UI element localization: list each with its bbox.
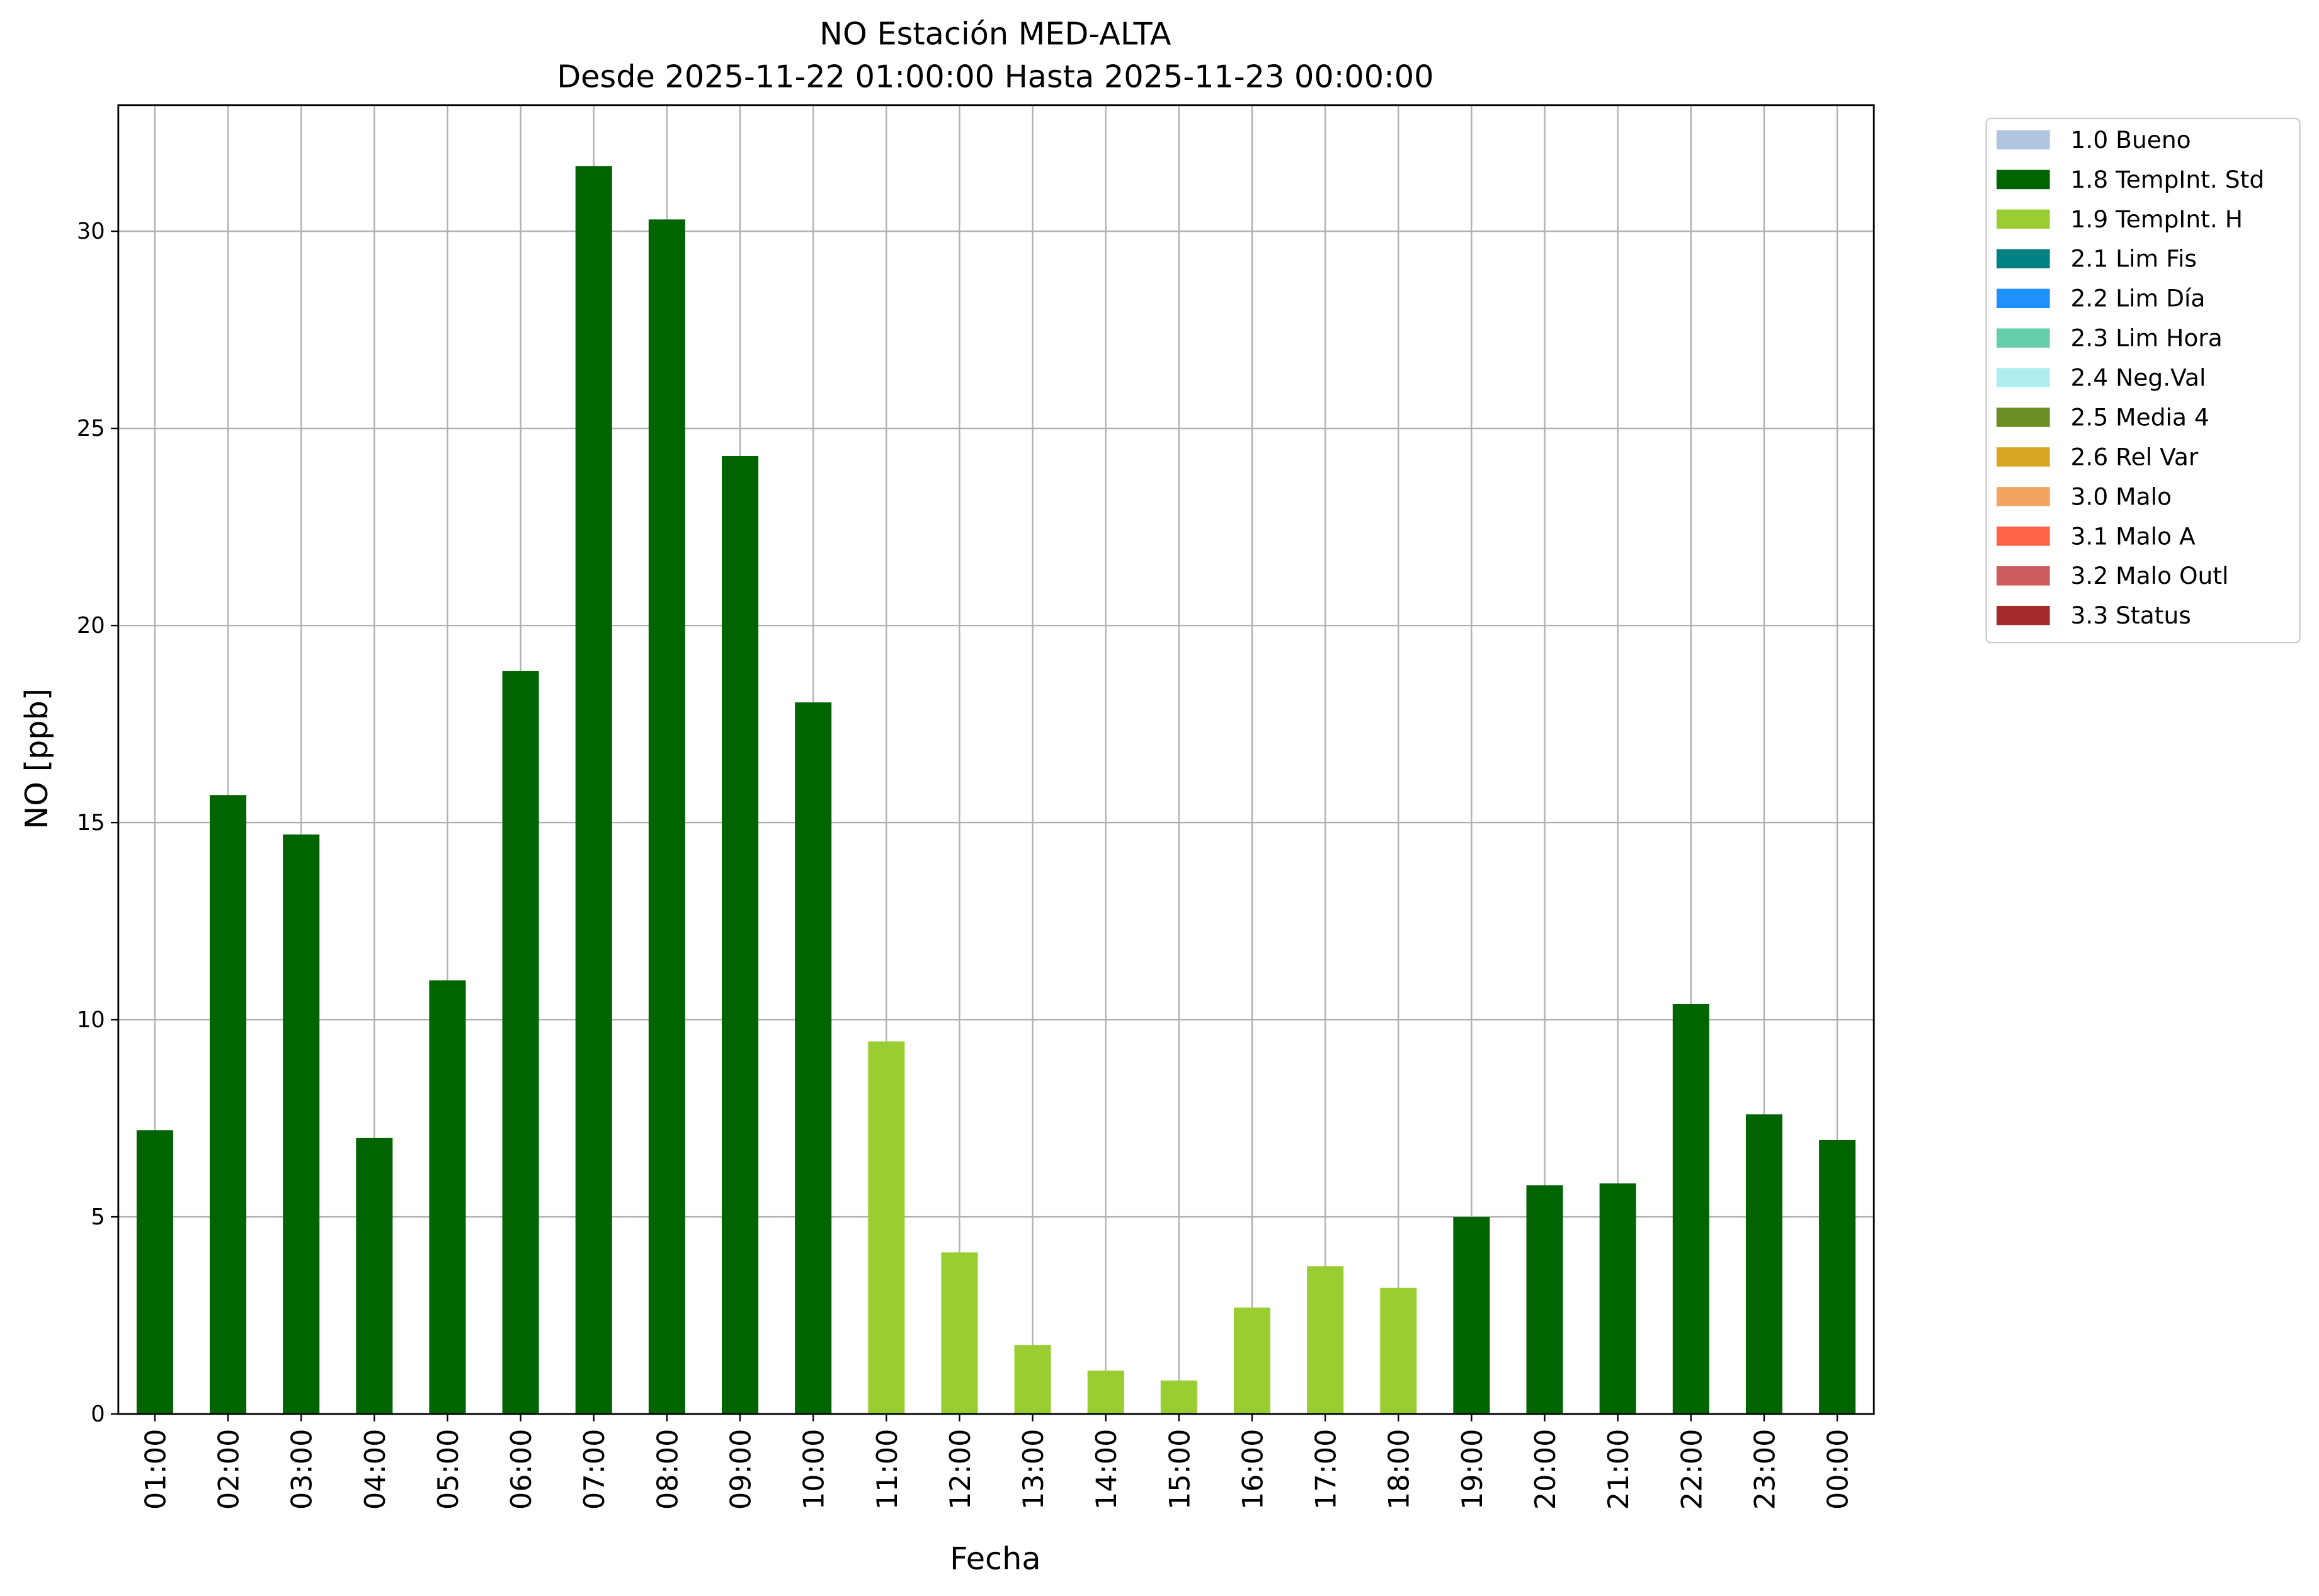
legend-label: 2.1 Lim Fis bbox=[2071, 245, 2197, 273]
x-tick-label: 18:00 bbox=[1383, 1429, 1416, 1510]
x-tick-label: 16:00 bbox=[1236, 1429, 1269, 1510]
bar bbox=[868, 1041, 905, 1415]
legend-label: 1.8 TempInt. Std bbox=[2071, 166, 2265, 193]
legend-label: 3.0 Malo bbox=[2071, 482, 2172, 510]
x-tick-label: 20:00 bbox=[1529, 1429, 1562, 1510]
legend-label: 3.2 Malo Outl bbox=[2071, 562, 2229, 590]
bar bbox=[283, 834, 320, 1415]
y-tick-label: 25 bbox=[77, 416, 105, 442]
bar bbox=[795, 702, 832, 1415]
bar bbox=[1087, 1371, 1124, 1415]
legend-swatch bbox=[1997, 527, 2050, 546]
bar bbox=[1233, 1308, 1271, 1415]
bar bbox=[429, 980, 466, 1415]
chart-title: NO Estación MED-ALTA bbox=[819, 16, 1171, 52]
y-tick-label: 10 bbox=[77, 1007, 105, 1033]
x-tick-label: 09:00 bbox=[724, 1429, 757, 1510]
legend-label: 3.3 Status bbox=[2071, 601, 2191, 629]
legend-label: 2.5 Media 4 bbox=[2071, 403, 2209, 431]
bar bbox=[1672, 1004, 1709, 1415]
x-tick-label: 07:00 bbox=[578, 1429, 611, 1510]
legend-label: 1.0 Bueno bbox=[2071, 126, 2191, 154]
x-tick-label: 23:00 bbox=[1748, 1429, 1781, 1510]
bar bbox=[1160, 1380, 1197, 1415]
legend-swatch bbox=[1997, 169, 2050, 190]
legend-swatch bbox=[1997, 566, 2050, 586]
y-tick-label: 0 bbox=[91, 1401, 105, 1427]
x-tick-label: 03:00 bbox=[286, 1429, 319, 1510]
legend-swatch bbox=[1997, 605, 2050, 625]
y-tick-label: 15 bbox=[77, 810, 105, 836]
plot-frame bbox=[117, 104, 1875, 1415]
x-axis-label: Fecha bbox=[950, 1541, 1041, 1577]
legend-swatch bbox=[1997, 328, 2050, 348]
x-tick-label: 00:00 bbox=[1822, 1429, 1855, 1510]
legend-swatch bbox=[1997, 209, 2050, 229]
bar bbox=[210, 795, 247, 1415]
legend-label: 2.3 Lim Hora bbox=[2071, 324, 2223, 352]
bar bbox=[502, 671, 539, 1415]
legend-label: 2.4 Neg.Val bbox=[2071, 364, 2206, 392]
bar bbox=[136, 1130, 173, 1415]
x-tick-label: 13:00 bbox=[1017, 1429, 1050, 1510]
chart-subtitle: Desde 2025-11-22 01:00:00 Hasta 2025-11-… bbox=[557, 59, 1433, 95]
legend-swatch bbox=[1997, 447, 2050, 467]
legend-label: 3.1 Malo A bbox=[2071, 522, 2196, 550]
legend-swatch bbox=[1997, 249, 2050, 269]
x-tick-label: 02:00 bbox=[213, 1429, 246, 1510]
y-tick-label: 5 bbox=[91, 1204, 105, 1230]
bar bbox=[941, 1252, 978, 1415]
bar bbox=[722, 455, 759, 1415]
x-tick-label: 01:00 bbox=[139, 1429, 172, 1510]
legend-label: 2.2 Lim Día bbox=[2071, 285, 2206, 312]
bar bbox=[1453, 1217, 1490, 1415]
legend-swatch bbox=[1997, 288, 2050, 309]
y-tick-label: 20 bbox=[77, 613, 105, 639]
legend-swatch bbox=[1997, 487, 2050, 506]
x-tick-label: 22:00 bbox=[1675, 1429, 1708, 1510]
x-tick-label: 11:00 bbox=[871, 1429, 904, 1510]
bar bbox=[1526, 1185, 1563, 1415]
bar bbox=[575, 166, 612, 1415]
legend-swatch bbox=[1997, 368, 2050, 387]
x-tick-label: 12:00 bbox=[944, 1429, 977, 1510]
y-axis-label: NO [ppb] bbox=[18, 688, 55, 829]
bar bbox=[1307, 1266, 1344, 1415]
bar bbox=[356, 1137, 393, 1415]
x-tick-label: 08:00 bbox=[651, 1429, 684, 1510]
bar bbox=[1745, 1114, 1783, 1415]
legend-box bbox=[1985, 117, 2301, 644]
legend-swatch bbox=[1997, 130, 2050, 150]
bar bbox=[1380, 1287, 1417, 1415]
y-tick-label: 30 bbox=[77, 219, 105, 244]
bar bbox=[648, 219, 685, 1415]
x-tick-label: 21:00 bbox=[1602, 1429, 1635, 1510]
x-tick-label: 19:00 bbox=[1456, 1429, 1489, 1510]
bar bbox=[1599, 1183, 1636, 1415]
x-tick-label: 05:00 bbox=[432, 1429, 465, 1510]
legend-label: 1.9 TempInt. H bbox=[2071, 205, 2243, 233]
x-tick-label: 14:00 bbox=[1090, 1429, 1123, 1510]
bar bbox=[1819, 1139, 1856, 1415]
legend-swatch bbox=[1997, 408, 2050, 427]
bar bbox=[1014, 1345, 1051, 1415]
x-tick-label: 15:00 bbox=[1163, 1429, 1196, 1510]
x-tick-label: 06:00 bbox=[505, 1429, 538, 1510]
x-tick-label: 17:00 bbox=[1310, 1429, 1343, 1510]
x-tick-label: 04:00 bbox=[359, 1429, 392, 1510]
x-tick-label: 10:00 bbox=[798, 1429, 831, 1510]
legend-label: 2.6 Rel Var bbox=[2071, 443, 2199, 470]
